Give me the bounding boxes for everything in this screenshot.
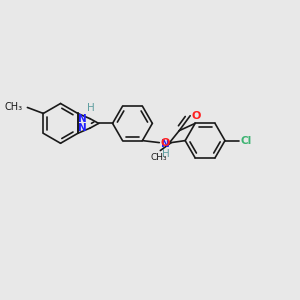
Text: Cl: Cl: [240, 136, 252, 146]
Text: N: N: [78, 114, 87, 124]
Text: CH₃: CH₃: [151, 153, 167, 162]
Text: O: O: [192, 111, 201, 121]
Text: N: N: [161, 139, 170, 149]
Text: N: N: [78, 123, 87, 133]
Text: H: H: [162, 149, 169, 159]
Text: CH₃: CH₃: [4, 103, 22, 112]
Text: O: O: [160, 138, 170, 148]
Text: H: H: [87, 103, 94, 113]
